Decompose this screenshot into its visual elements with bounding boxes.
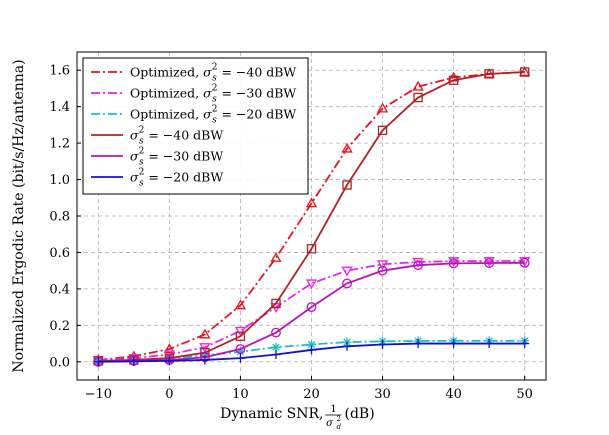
plus-marker xyxy=(449,339,459,349)
y-tick-label: 1.4 xyxy=(49,100,70,115)
plus-marker xyxy=(164,356,174,366)
y-axis-label: Normalized Ergodic Rate (bit/s/Hz/antenn… xyxy=(11,59,27,372)
legend-entry: Optimized, σs2 = −20 dBW xyxy=(91,105,296,126)
x-tick-label: 50 xyxy=(516,387,533,402)
y-axis: 0.0 0.2 0.4 0.6 0.8 1.0 1.2 1.4 1.6 xyxy=(49,64,81,370)
triangle-down-marker xyxy=(199,343,211,354)
x-axis-label: Dynamic SNR, 1 σ 2d (dB) xyxy=(220,404,375,431)
x-axis-label-unit: (dB) xyxy=(345,406,375,422)
circle-marker xyxy=(448,258,459,269)
plus-marker xyxy=(520,339,530,349)
triangle-down-marker xyxy=(519,256,531,267)
circle-marker xyxy=(377,265,388,276)
y-tick-label: 0.0 xyxy=(49,355,70,370)
square-marker xyxy=(484,69,494,79)
square-marker xyxy=(342,180,352,190)
square-marker xyxy=(235,331,246,341)
legend-entry: σs2 = −40 dBW xyxy=(91,126,223,147)
triangle-down-marker xyxy=(412,257,424,268)
legend-label: Optimized, σs2 = −20 dBW xyxy=(130,105,296,126)
legend-entry: Optimized, σs2 = −30 dBW xyxy=(91,84,296,105)
triangle-down-marker xyxy=(305,279,318,290)
x-axis: −10 0 10 20 30 40 50 xyxy=(85,376,533,402)
y-tick-label: 0.6 xyxy=(49,246,70,261)
triangle-up-marker xyxy=(163,343,175,354)
circle-marker xyxy=(306,302,317,313)
square-marker xyxy=(448,75,459,85)
legend-box xyxy=(82,57,309,195)
triangle-down-marker xyxy=(483,256,495,267)
circle-marker xyxy=(519,257,530,268)
star-marker xyxy=(235,347,245,357)
triangle-up-marker xyxy=(412,80,424,91)
x-tick-label: 10 xyxy=(232,387,249,402)
circle-marker xyxy=(413,260,424,271)
plus-marker xyxy=(378,339,388,349)
triangle-down-marker xyxy=(448,257,460,268)
legend-label: Optimized, σs2 = −40 dBW xyxy=(130,63,296,84)
y-tick-label: 1.2 xyxy=(49,137,70,152)
y-tick-label: 1.0 xyxy=(49,173,70,188)
circle-marker xyxy=(484,258,495,268)
square-marker xyxy=(271,298,281,309)
legend-label: σs2 = −30 dBW xyxy=(130,147,223,168)
circle-marker xyxy=(235,344,246,354)
x-tick-label: 20 xyxy=(303,387,320,402)
y-tick-label: 1.6 xyxy=(49,64,70,79)
plus-marker xyxy=(484,339,494,349)
triangle-down-marker xyxy=(376,260,389,271)
y-tick-label: 0.4 xyxy=(49,282,70,297)
series-lines xyxy=(92,66,531,367)
plus-marker xyxy=(342,341,352,351)
legend-entry: σs2 = −30 dBW xyxy=(91,147,223,168)
plus-marker xyxy=(200,355,210,365)
y-tick-label: 0.2 xyxy=(49,319,70,334)
triangle-up-marker xyxy=(305,197,318,208)
plus-marker xyxy=(93,357,103,367)
x-axis-label-text: Dynamic SNR, xyxy=(220,406,323,422)
x-label-fraction-den: σ xyxy=(326,418,334,429)
x-label-fraction-den-sup: 2 xyxy=(337,415,341,423)
triangle-up-marker xyxy=(199,328,211,339)
legend-entry: Optimized, σs2 = −40 dBW xyxy=(91,63,296,84)
legend-label: σs2 = −20 dBW xyxy=(130,168,223,189)
plus-marker xyxy=(271,349,281,359)
triangle-up-marker xyxy=(270,252,282,262)
square-marker xyxy=(377,125,388,136)
triangle-up-marker xyxy=(376,102,389,113)
circle-marker xyxy=(342,278,352,289)
x-label-fraction-num: 1 xyxy=(330,404,336,415)
triangle-up-marker xyxy=(341,142,353,153)
legend-entry: σs2 = −20 dBW xyxy=(91,168,223,189)
square-marker xyxy=(413,92,423,103)
star-marker xyxy=(200,350,210,360)
x-tick-label: 0 xyxy=(165,387,173,402)
star-marker xyxy=(271,342,281,352)
triangle-down-marker xyxy=(234,326,247,337)
y-tick-label: 0.8 xyxy=(49,210,70,225)
legend-label: σs2 = −40 dBW xyxy=(130,126,223,147)
plus-marker xyxy=(129,356,139,366)
plus-marker xyxy=(413,339,423,349)
x-tick-label: −10 xyxy=(85,387,112,402)
triangle-up-marker xyxy=(234,299,247,310)
series-line xyxy=(98,71,525,361)
star-marker xyxy=(307,339,316,349)
series-6 xyxy=(93,339,530,367)
square-marker xyxy=(519,67,530,77)
x-tick-label: 30 xyxy=(374,387,391,402)
triangle-down-marker xyxy=(128,354,140,364)
legend-label: Optimized, σs2 = −30 dBW xyxy=(130,84,296,105)
plus-marker xyxy=(307,345,316,355)
x-label-fraction-den-sub: d xyxy=(337,423,342,431)
circle-marker xyxy=(271,327,281,338)
plus-marker xyxy=(235,353,245,363)
x-tick-label: 40 xyxy=(445,387,462,402)
triangle-down-marker xyxy=(341,266,353,277)
square-marker xyxy=(306,244,317,254)
